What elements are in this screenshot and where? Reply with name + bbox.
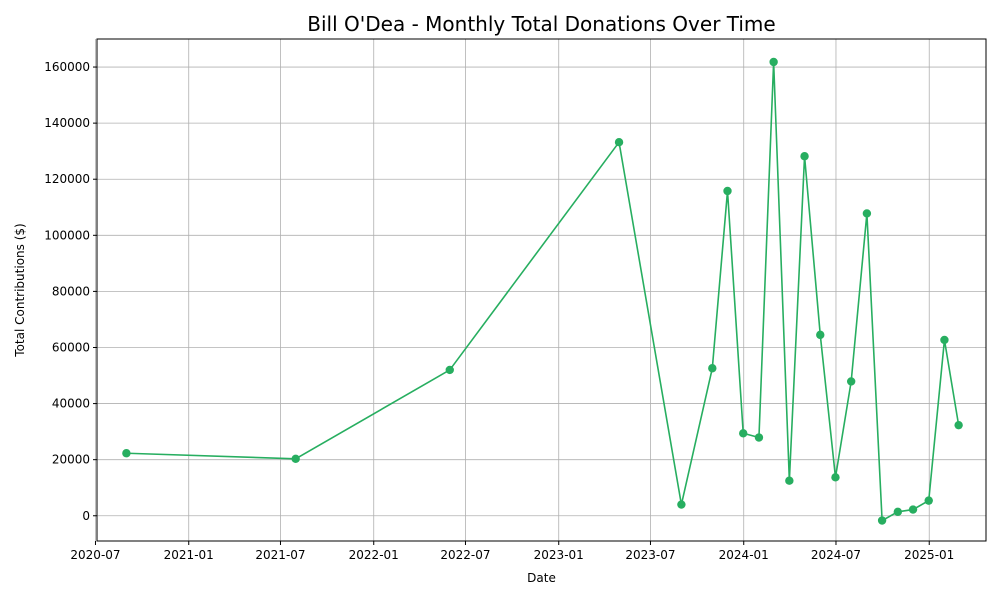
data-point <box>122 449 131 458</box>
data-point <box>708 364 717 373</box>
data-point <box>893 507 903 517</box>
grid-lines <box>95 39 986 541</box>
x-tick-label: 2023-01 <box>534 548 584 562</box>
data-point <box>816 330 825 340</box>
y-tick-label: 20000 <box>52 453 90 467</box>
y-tick-label: 60000 <box>52 340 90 354</box>
y-tick-label: 160000 <box>44 60 90 74</box>
y-tick-label: 100000 <box>44 228 90 242</box>
x-axis-ticks: 2020-07 2021-01 2021-07 2022-01 2022-07 2023-… <box>70 541 954 562</box>
x-tick-label: 2021-07 <box>255 548 305 562</box>
data-point <box>940 335 949 345</box>
data-point <box>924 496 933 505</box>
data-point <box>908 505 918 514</box>
data-point <box>800 152 809 161</box>
data-point <box>862 209 872 218</box>
data-point <box>754 433 764 442</box>
x-tick-label: 2021-01 <box>164 548 214 562</box>
data-point <box>877 516 887 525</box>
x-tick-label: 2025-01 <box>904 548 954 562</box>
chart-title: Bill O'Dea - Monthly Total Donations Ove… <box>307 12 775 36</box>
series-line-layer <box>126 61 960 522</box>
y-tick-label: 140000 <box>44 116 90 130</box>
x-tick-label: 2020-07 <box>70 548 120 562</box>
x-axis-label: Date <box>527 571 556 585</box>
x-tick-label: 2022-07 <box>440 548 490 562</box>
y-axis-ticks: 0 20000 40000 60000 80000 100000 120000 140000 1… <box>44 60 97 523</box>
data-point <box>785 476 794 485</box>
data-point <box>614 138 624 147</box>
data-point <box>954 420 963 430</box>
y-tick-label: 120000 <box>44 172 90 186</box>
data-point <box>445 365 454 375</box>
y-tick-label: 0 <box>82 509 90 523</box>
data-point <box>769 57 778 67</box>
data-point <box>831 473 840 482</box>
x-tick-label: 2022-01 <box>349 548 399 562</box>
x-tick-label: 2024-01 <box>719 548 769 562</box>
y-tick-label: 80000 <box>52 284 90 298</box>
x-tick-label: 2024-07 <box>811 548 861 562</box>
data-point <box>291 454 300 464</box>
data-point <box>846 377 856 386</box>
series-line <box>126 61 960 522</box>
data-point <box>677 500 686 509</box>
data-point <box>739 429 748 438</box>
y-tick-label: 40000 <box>52 397 90 411</box>
plot-frame <box>96 38 987 542</box>
data-points <box>122 57 963 525</box>
x-tick-label: 2023-07 <box>625 548 675 562</box>
y-axis-label: Total Contributions ($) <box>13 223 27 357</box>
data-point <box>723 186 732 196</box>
